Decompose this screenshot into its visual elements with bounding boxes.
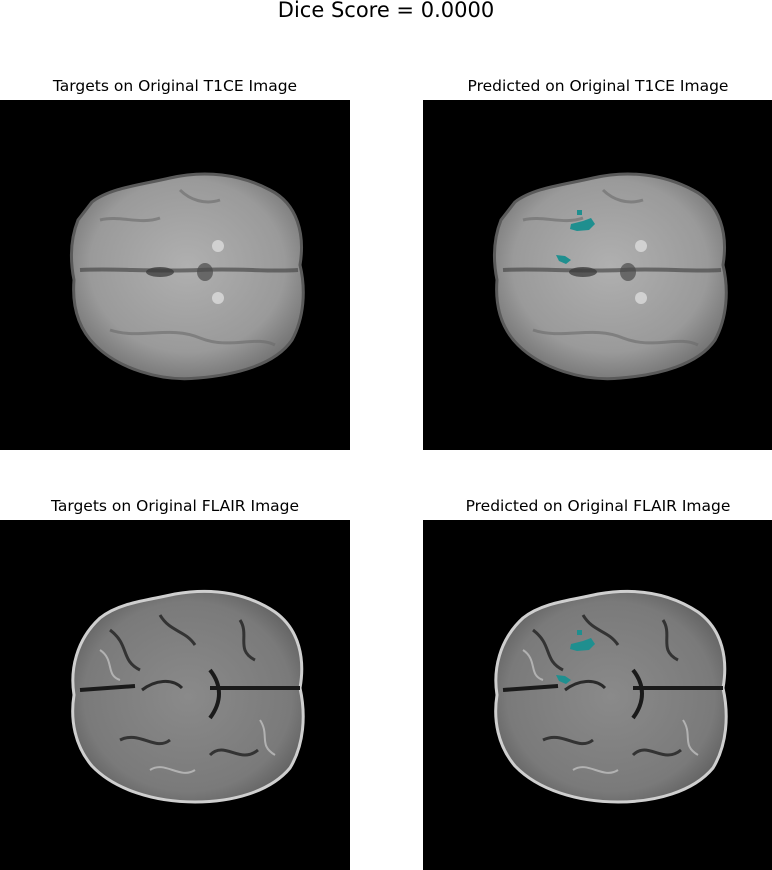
panel-title-targets-flair: Targets on Original FLAIR Image (50, 497, 300, 515)
t1ce-predicted-image (423, 100, 772, 450)
predicted-region (577, 630, 582, 635)
predicted-region (556, 675, 571, 684)
predicted-region (570, 638, 595, 651)
predicted-region (556, 255, 571, 264)
brain-slice-flair (71, 589, 305, 804)
panel-title-predicted-flair: Predicted on Original FLAIR Image (465, 497, 731, 515)
t1ce-targets-image (0, 100, 350, 450)
flair-targets-image (0, 520, 350, 870)
panel-title-targets-t1ce: Targets on Original T1CE Image (52, 77, 298, 95)
predicted-region (570, 218, 595, 231)
flair-predicted-image (423, 520, 772, 870)
brain-slice-t1ce (69, 172, 305, 381)
panel-title-predicted-t1ce: Predicted on Original T1CE Image (467, 77, 729, 95)
predicted-region (577, 210, 582, 215)
figure-title: Dice Score = 0.0000 (277, 0, 495, 22)
brain-slice-flair (494, 589, 728, 804)
brain-slice-t1ce (492, 172, 728, 381)
